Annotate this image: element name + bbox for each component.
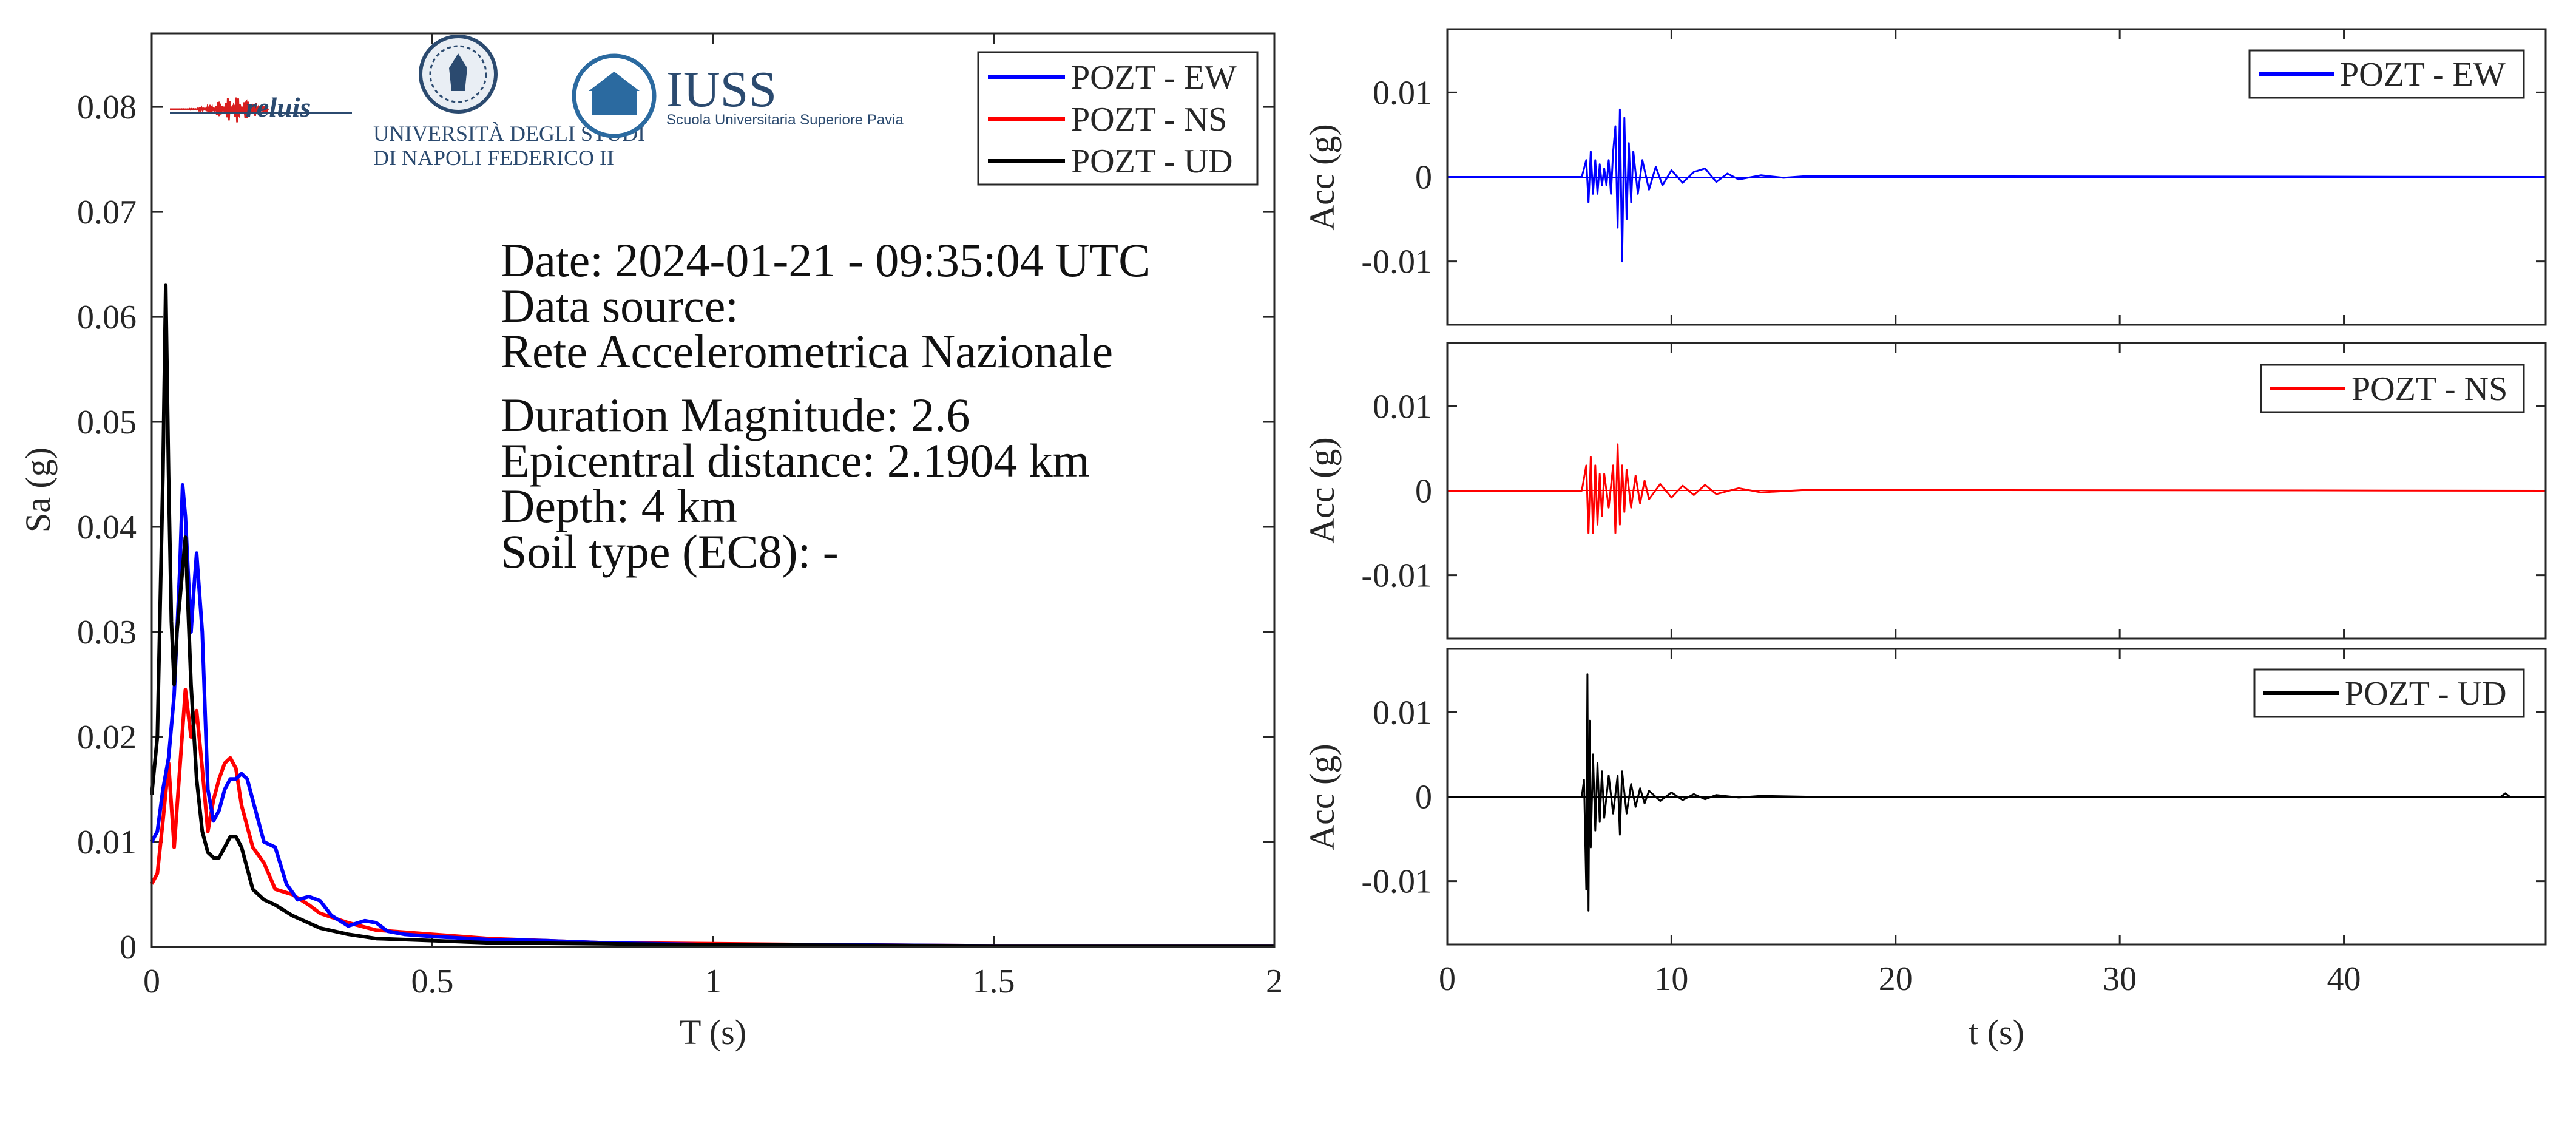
acc-y-tick-label: 0.01 (1373, 388, 1432, 426)
event-date: Date: 2024-01-21 - 09:35:04 UTC (501, 234, 1150, 287)
iuss-emblem-building (592, 91, 637, 115)
acc-ew-y-tick-labels: 0.01 0 -0.01 (1361, 74, 1432, 280)
spectrum-x-tick-label: 0.5 (411, 963, 454, 1000)
acc-trace-pozt-ew (1447, 108, 2546, 263)
acc-trace-pozt-ns (1447, 443, 2546, 534)
acc-ns-chart: 0.01 0 -0.01 Acc (g) POZT - NS (1302, 342, 2547, 640)
reluis-logo: reluis (170, 92, 352, 123)
epicentral-distance: Epicentral distance: 2.1904 km (501, 434, 1089, 487)
acc-ud-legend-label: POZT - UD (2345, 675, 2507, 713)
acc-ud-y-axis-label: Acc (g) (1302, 744, 1342, 850)
iuss-subtitle: Scuola Universitaria Superiore Pavia (666, 112, 904, 128)
acc-x-tick-label: 40 (2327, 960, 2361, 998)
spectrum-lines (150, 283, 1274, 948)
spectrum-x-tick-label: 1.5 (973, 963, 1015, 1000)
data-source-label: Data source: (501, 279, 739, 332)
acc-x-axis-label: t (s) (1969, 1012, 2024, 1052)
spectrum-x-tick-label: 0 (143, 963, 160, 1000)
spectrum-y-tick-label: 0.02 (77, 719, 137, 756)
acc-x-tick-label: 20 (1879, 960, 1913, 998)
reluis-waveform (170, 97, 269, 123)
acc-ud-legend: POZT - UD (2253, 668, 2525, 718)
acc-ud-chart: 0.01 0 -0.01 0 10 20 30 40 Acc (g) t (s) POZT … (1302, 648, 2547, 1052)
acc-ew-trace (1447, 108, 2546, 263)
unina-logo: UNIVERSITÀ DEGLI STUDI DI NAPOLI FEDERIC… (373, 35, 645, 170)
acc-ew-chart: 0.01 0 -0.01 Acc (g) POZT - EW (1302, 28, 2547, 326)
spectrum-series-pozt-ew (150, 483, 1274, 948)
acc-ud-x-tick-labels: 0 10 20 30 40 (1439, 960, 2361, 998)
spectrum-y-tick-label: 0.04 (77, 509, 137, 546)
legend-label-ud: POZT - UD (1071, 143, 1233, 180)
iuss-logo: IUSS Scuola Universitaria Superiore Pavi… (572, 53, 904, 138)
spectrum-y-tick-label: 0.07 (77, 194, 137, 231)
spectrum-series-pozt-ns (150, 688, 1274, 948)
acc-y-tick-label: -0.01 (1361, 863, 1432, 901)
spectrum-x-tick-label: 1 (705, 963, 722, 1000)
acc-ew-y-axis-label: Acc (g) (1302, 124, 1342, 231)
spectrum-x-tick-label: 2 (1266, 963, 1283, 1000)
acc-y-tick-label: -0.01 (1361, 557, 1432, 595)
acc-trace-pozt-ud (1447, 673, 2546, 912)
acc-y-tick-label: 0 (1415, 779, 1432, 816)
spectrum-y-tick-label: 0.08 (77, 89, 137, 126)
unina-seal-inner (429, 45, 487, 103)
acc-y-tick-label: 0.01 (1373, 694, 1432, 731)
acc-ew-legend-label: POZT - EW (2340, 56, 2506, 93)
acc-ns-trace (1447, 443, 2546, 534)
iuss-emblem-roof (589, 72, 640, 91)
spectrum-chart: 0 0.5 1 1.5 2 00.010.020.030.040.050.060.070… (18, 32, 1283, 1052)
acc-y-tick-label: 0 (1415, 159, 1432, 197)
legend-label-ns: POZT - NS (1071, 101, 1227, 138)
acc-ns-legend: POZT - NS (2260, 364, 2525, 413)
acc-ud-trace (1447, 673, 2546, 912)
spectrum-y-tick-label: 0.01 (77, 824, 137, 861)
acc-ew-legend: POZT - EW (2248, 49, 2525, 99)
spectrum-y-tick-label: 0.06 (77, 299, 137, 336)
spectrum-x-axis-label: T (s) (680, 1012, 746, 1052)
acc-y-tick-label: -0.01 (1361, 243, 1432, 281)
acc-ud-axes-box (1446, 648, 2547, 946)
acc-x-tick-label: 0 (1439, 960, 1456, 998)
data-source: Rete Accelerometrica Nazionale (501, 325, 1113, 378)
unina-line2: DI NAPOLI FEDERICO II (373, 146, 614, 170)
acc-ns-y-axis-label: Acc (g) (1302, 437, 1342, 544)
acc-x-tick-label: 10 (1654, 960, 1688, 998)
event-info: Date: 2024-01-21 - 09:35:04 UTC Data sou… (501, 234, 1150, 578)
acc-ns-y-tick-labels: 0.01 0 -0.01 (1361, 388, 1432, 594)
spectrum-legend: POZT - EW POZT - NS POZT - UD (977, 51, 1259, 186)
depth: Depth: 4 km (501, 480, 737, 532)
acc-ns-legend-label: POZT - NS (2351, 370, 2507, 408)
spectrum-axes-box (150, 32, 1276, 948)
iuss-title: IUSS (666, 61, 777, 118)
spectrum-y-tick-labels: 0 0.01 0.02 0.03 0.04 0.05 0.06 0.07 0.08 (77, 89, 137, 966)
acc-x-tick-label: 30 (2103, 960, 2137, 998)
reluis-logo-text: reluis (246, 92, 311, 123)
spectrum-series-pozt-ud (150, 283, 1274, 948)
spectrum-y-axis-label: Sa (g) (18, 447, 58, 532)
reluis-wave-line (170, 97, 269, 123)
spectrum-y-tick-label: 0.03 (77, 614, 137, 651)
soil-type: Soil type (EC8): - (501, 525, 839, 578)
spectrum-x-tick-labels: 0 0.5 1 1.5 2 (143, 963, 1283, 1000)
spectrum-y-tick-label: 0.05 (77, 404, 137, 441)
duration-magnitude: Duration Magnitude: 2.6 (501, 388, 970, 441)
acc-ud-y-tick-labels: 0.01 0 -0.01 (1361, 694, 1432, 900)
unina-seal-figure (449, 53, 467, 91)
acc-y-tick-label: 0.01 (1373, 74, 1432, 112)
spectrum-y-tick-label: 0 (120, 929, 137, 966)
acc-y-tick-label: 0 (1415, 473, 1432, 510)
legend-label-ew: POZT - EW (1071, 59, 1237, 97)
acc-ns-axes-box (1446, 342, 2547, 640)
acc-ew-axes-box (1446, 28, 2547, 326)
